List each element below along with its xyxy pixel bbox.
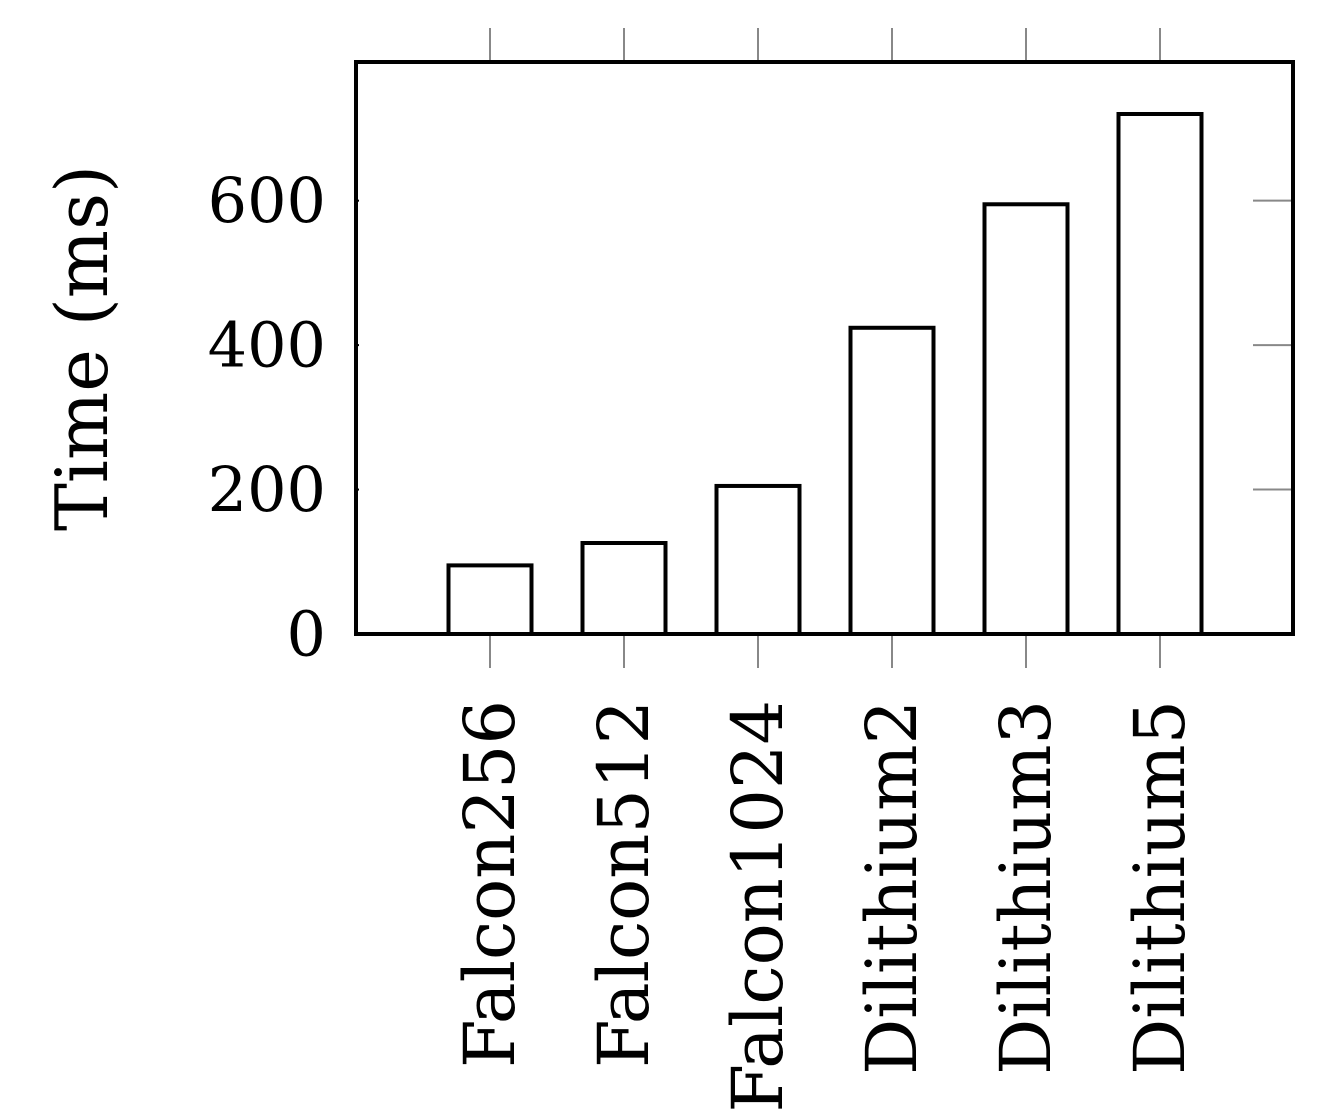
x-tick-labels: Falcon256 Falcon512 Falcon1024 Dilithium2 Di…	[449, 700, 1201, 1113]
y-tick-label-0: 0	[287, 598, 326, 671]
bar-falcon512	[580, 541, 668, 636]
x-tick-label-falcon1024: Falcon1024	[717, 700, 799, 1113]
tick-marks	[356, 28, 1293, 668]
bar-dilithium3	[982, 202, 1070, 636]
y-tick-labels: 0 200 400 600	[208, 164, 326, 670]
x-tick-label-dilithium2: Dilithium2	[851, 700, 933, 1075]
bars	[446, 112, 1204, 637]
x-tick-label-falcon512: Falcon512	[583, 700, 665, 1068]
x-tick-label-dilithium5: Dilithium5	[1119, 700, 1201, 1075]
y-tick-label-1: 200	[208, 453, 326, 526]
bar-falcon256	[446, 563, 534, 637]
y-tick-label-3: 600	[208, 164, 326, 237]
x-tick-label-dilithium3: Dilithium3	[985, 700, 1067, 1075]
bar-dilithium2	[848, 325, 936, 636]
bar-dilithium5	[1116, 112, 1204, 636]
bar-falcon1024	[714, 483, 802, 637]
plot-frame	[354, 60, 1295, 636]
x-tick-label-falcon256: Falcon256	[449, 700, 531, 1068]
y-tick-label-2: 400	[208, 309, 326, 382]
y-axis-title: Time (ms)	[40, 165, 124, 531]
